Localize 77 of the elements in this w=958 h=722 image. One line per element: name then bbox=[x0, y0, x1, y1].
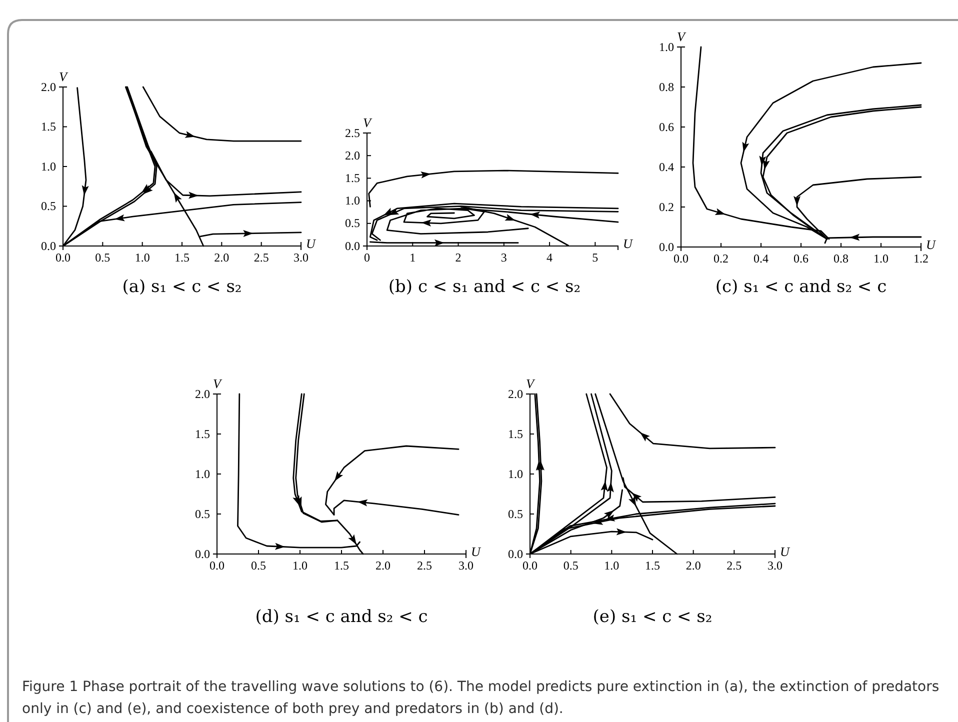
y-tick-label: 1.0 bbox=[659, 40, 674, 54]
x-tick-label: 1.0 bbox=[292, 558, 308, 573]
text: (c) s₁ < c and s₂ < c bbox=[715, 277, 887, 297]
text: (b) c < s₁ and < c < s₂ bbox=[388, 277, 581, 297]
y-tick-label: 1.5 bbox=[195, 426, 210, 441]
y-tick-label: 0.6 bbox=[659, 120, 674, 134]
x-axis-title: U bbox=[306, 236, 317, 251]
x-tick-label: 1 bbox=[410, 250, 416, 265]
x-axis-title: U bbox=[471, 544, 482, 559]
y-tick-label: 2.0 bbox=[345, 148, 360, 162]
y-tick-label: 0.0 bbox=[195, 546, 210, 561]
x-tick-label: 0.5 bbox=[563, 558, 578, 573]
x-tick-label: 3.0 bbox=[294, 250, 308, 265]
x-tick-label: 1.2 bbox=[914, 252, 928, 266]
y-tick-label: 0.5 bbox=[195, 506, 210, 521]
x-tick-label: 1.0 bbox=[604, 558, 620, 573]
y-tick-label: 0.4 bbox=[659, 160, 674, 174]
y-tick-label: 1.5 bbox=[345, 171, 360, 186]
y-tick-label: 1.0 bbox=[41, 159, 56, 174]
x-tick-label: 2.0 bbox=[214, 250, 230, 265]
x-tick-label: 0.0 bbox=[210, 558, 224, 573]
x-tick-label: 2 bbox=[455, 250, 462, 265]
y-tick-label: 0.8 bbox=[659, 80, 674, 94]
x-tick-label: 0.0 bbox=[674, 252, 688, 266]
x-tick-label: 1.0 bbox=[874, 252, 888, 266]
y-tick-label: 1.0 bbox=[345, 194, 360, 208]
y-tick-label: 2.0 bbox=[195, 386, 210, 401]
text: (a) s₁ < c < s₂ bbox=[122, 277, 242, 297]
y-tick-label: 1.0 bbox=[508, 466, 523, 481]
x-tick-label: 2.5 bbox=[726, 558, 742, 573]
x-axis-title: U bbox=[926, 237, 937, 252]
y-tick-label: 2.0 bbox=[41, 80, 56, 94]
y-tick-label: 2.5 bbox=[345, 126, 360, 140]
y-tick-label: 1.5 bbox=[508, 426, 523, 441]
x-tick-label: 0.4 bbox=[754, 252, 768, 266]
y-tick-label: 0.0 bbox=[345, 238, 360, 253]
y-tick-label: 0.5 bbox=[508, 506, 523, 521]
x-tick-label: 3.0 bbox=[458, 558, 474, 573]
x-tick-label: 0.6 bbox=[794, 252, 808, 266]
x-tick-label: 2.5 bbox=[417, 558, 432, 573]
x-tick-label: 0 bbox=[364, 250, 370, 265]
x-tick-label: 0.5 bbox=[251, 558, 266, 573]
y-tick-label: 2.0 bbox=[508, 386, 523, 401]
y-tick-label: 0.5 bbox=[345, 216, 360, 230]
y-tick-label: 0.5 bbox=[41, 199, 56, 214]
x-tick-label: 2.0 bbox=[686, 558, 701, 573]
x-axis-title: U bbox=[780, 544, 791, 559]
y-axis-title: V bbox=[363, 115, 374, 130]
x-tick-label: 4 bbox=[546, 250, 553, 265]
y-tick-label: 1.0 bbox=[195, 466, 210, 481]
y-tick-label: 1.5 bbox=[41, 120, 56, 134]
y-axis-title: V bbox=[677, 29, 688, 44]
x-tick-label: 0.8 bbox=[834, 252, 848, 266]
y-axis-title: V bbox=[213, 376, 224, 391]
x-tick-label: 5 bbox=[592, 250, 598, 265]
y-axis-title: V bbox=[59, 69, 70, 84]
y-tick-label: 0.0 bbox=[659, 240, 674, 254]
x-tick-label: 0.0 bbox=[56, 250, 70, 265]
x-tick-label: 0.5 bbox=[95, 250, 110, 265]
x-tick-label: 0.2 bbox=[714, 252, 728, 266]
x-tick-label: 1.0 bbox=[134, 250, 150, 265]
text: (e) s₁ < c < s₂ bbox=[592, 607, 712, 627]
x-tick-label: 2.0 bbox=[376, 558, 390, 573]
y-tick-label: 0.2 bbox=[659, 200, 674, 214]
x-tick-label: 3.0 bbox=[768, 558, 782, 573]
x-tick-label: 3 bbox=[500, 250, 507, 265]
x-tick-label: 2.5 bbox=[254, 250, 269, 265]
x-axis-title: U bbox=[623, 236, 634, 251]
x-tick-label: 1.5 bbox=[645, 558, 660, 573]
x-tick-label: 0.0 bbox=[522, 558, 538, 573]
y-tick-label: 0.0 bbox=[41, 238, 56, 253]
caption: Figure 1 Phase portrait of the travelling wave solutions to (6). The model predicts pure extinction in (a), the extinction of predators only in (c) and (e), and coexistence of both prey and predators in (b) and (d). bbox=[22, 678, 940, 719]
text: (d) s₁ < c and s₂ < c bbox=[255, 607, 428, 627]
y-tick-label: 0.0 bbox=[508, 546, 523, 561]
x-tick-label: 1.5 bbox=[334, 558, 349, 573]
y-axis-title: V bbox=[526, 376, 536, 391]
x-tick-label: 1.5 bbox=[174, 250, 190, 265]
